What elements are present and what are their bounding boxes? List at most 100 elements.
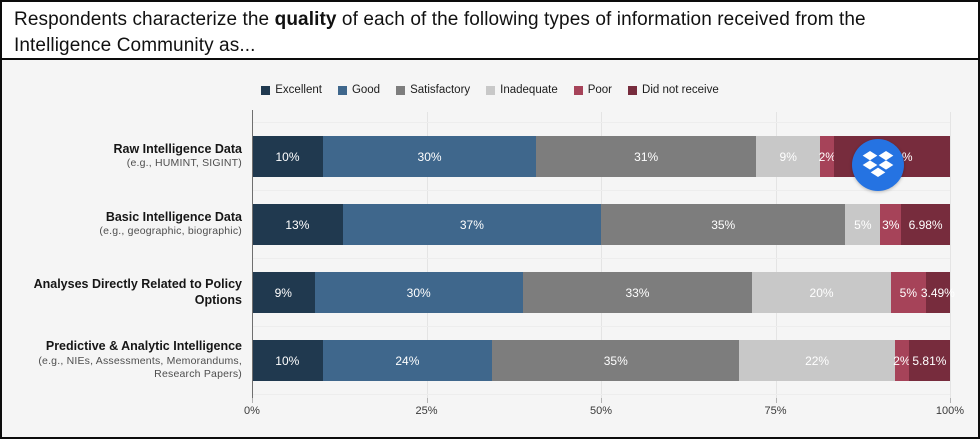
category-label: Basic Intelligence Data (e.g., geographic… (8, 204, 242, 245)
legend-swatch (261, 85, 271, 95)
bar-segment-value: 6.98% (908, 217, 943, 232)
category-name: Predictive & Analytic Intelligence (45, 339, 242, 354)
bar-segment-poor: 3% (880, 204, 902, 245)
bar-segment-poor: 5% (890, 272, 926, 313)
axis-tick (426, 398, 428, 403)
bar-segment-satisfactory: 31% (536, 136, 757, 177)
bar-row: 13% 37% 35% 5% 3% 6.98% (252, 204, 950, 245)
bar-segment-satisfactory: 35% (601, 204, 846, 245)
legend-swatch (337, 85, 347, 95)
bar-segment-value: 22% (805, 353, 830, 368)
axis-tick-label: 100% (935, 405, 965, 417)
chart-area: Excellent Good Satisfactory Inadequate Poor D… (2, 60, 978, 437)
bar-segment-satisfactory: 33% (522, 272, 753, 313)
legend-item-did-not-receive: Did not receive (628, 84, 719, 96)
band-separator (252, 122, 950, 123)
bar-segment-good: 24% (322, 340, 493, 381)
axis-tick (775, 398, 777, 403)
bar-segment-value: 35% (711, 217, 736, 232)
legend-item-excellent: Excellent (261, 84, 322, 96)
bar-segment-inadequate: 5% (845, 204, 881, 245)
bar-segment-inadequate: 20% (752, 272, 891, 313)
bar-segment-value: 20% (809, 285, 834, 300)
bar-segment-value: 30% (406, 285, 431, 300)
category-name: Analyses Directly Related to Policy Opti… (33, 276, 242, 307)
bar-segment-value: 3% (882, 217, 900, 232)
bar-segment-value: 5% (899, 285, 918, 300)
bar-segment-value: 2% (893, 353, 911, 368)
bar-segment-poor: 2% (893, 340, 911, 381)
title-bold-word: quality (274, 9, 337, 30)
bar-segment-value: 3.49% (920, 285, 955, 300)
gridline-100 (950, 112, 951, 398)
axis-tick-label: 25% (415, 405, 438, 417)
bar-segment-good: 30% (314, 272, 523, 313)
legend-swatch (628, 85, 638, 95)
bar-segment-value: 2% (818, 149, 836, 164)
title-prefix: Respondents characterize the (14, 9, 275, 30)
legend-label: Good (351, 84, 381, 96)
bar-row: 10% 24% 35% 22% 2% 5.81% (252, 340, 950, 381)
category-label: Predictive & Analytic Intelligence (e.g.,… (8, 339, 242, 381)
bar-segment-good: 37% (342, 204, 602, 245)
chart-title: Respondents characterize the quality of … (2, 2, 978, 60)
bar-segment-poor: 2% (818, 136, 836, 177)
band-separator (252, 394, 950, 395)
bar-segment-value: 9% (779, 149, 797, 164)
category-sublabel: (e.g., geographic, biographic) (99, 225, 242, 238)
gridline-50 (601, 112, 602, 398)
legend-label: Satisfactory (410, 84, 471, 96)
category-name: Basic Intelligence Data (105, 209, 242, 224)
bar-segment-good: 30% (323, 136, 537, 177)
legend-swatch (573, 85, 583, 95)
bar-segment-satisfactory: 35% (492, 340, 740, 381)
gridline-75 (775, 112, 777, 398)
legend-item-satisfactory: Satisfactory (396, 84, 470, 96)
bar-segment-excellent: 9% (252, 272, 315, 313)
dropbox-glyph (862, 151, 894, 177)
legend-label: Inadequate (500, 84, 558, 96)
legend-item-poor: Poor (573, 84, 613, 96)
bar-segment-value: 33% (625, 285, 650, 300)
dropbox-icon[interactable] (852, 139, 904, 191)
bar-segment-value: 10% (275, 149, 300, 164)
legend-label: Poor (587, 84, 613, 96)
legend-item-good: Good (337, 84, 381, 96)
legend: Excellent Good Satisfactory Inadequate Poor D… (2, 84, 978, 96)
bar-segment-did-not-receive: 5.81% (908, 340, 950, 381)
bar-row: 10%30%31%9%2%16.28% (252, 136, 950, 177)
gridline-25 (426, 112, 428, 398)
legend-item-inadequate: Inadequate (486, 84, 558, 96)
category-name: Raw Intelligence Data (113, 141, 242, 156)
category-sublabel: (e.g., NIEs, Assessments, Memorandums, R… (38, 354, 242, 381)
bar-segment-excellent: 10% (252, 136, 324, 177)
y-axis-line (252, 110, 253, 398)
bar-segment-inadequate: 22% (739, 340, 895, 381)
category-label: Raw Intelligence Data (e.g., HUMINT, SIGI… (8, 136, 242, 177)
bar-segment-value: 5% (854, 217, 872, 232)
bar-segment-excellent: 13% (252, 204, 343, 245)
bar-segment-excellent: 10% (252, 340, 323, 381)
legend-swatch (486, 85, 496, 95)
bar-segment-did-not-receive: 6.98% (901, 204, 950, 245)
title-suffix: of each of the following types of inform… (14, 9, 866, 57)
bar-segment-value: 30% (417, 149, 442, 164)
bar-segment-value: 10% (275, 353, 300, 368)
legend-label: Excellent (275, 84, 322, 96)
bar-segment-value: 9% (274, 285, 292, 300)
bar-segment-value: 31% (634, 149, 659, 164)
bar-segment-did-not-receive: 3.49% (921, 272, 955, 313)
bar-segment-inadequate: 9% (756, 136, 821, 177)
category-sublabel: (e.g., HUMINT, SIGINT) (126, 157, 242, 170)
bar-segment-value: 35% (603, 353, 628, 368)
band-separator (252, 190, 950, 191)
axis-tick-label: 50% (589, 405, 613, 417)
plot-area: 0%25%50%75%100%10%30%31%9%2%16.28%13%37%… (244, 110, 964, 417)
axis-tick-label: 0% (244, 405, 260, 417)
bar-segment-value: 13% (285, 217, 310, 232)
axis-tick (601, 398, 602, 403)
bar-row: 9% 30% 33% 20% 5% 3.49% (252, 272, 955, 313)
category-label: Analyses Directly Related to Policy Opti… (8, 272, 242, 313)
legend-label: Did not receive (642, 84, 719, 96)
